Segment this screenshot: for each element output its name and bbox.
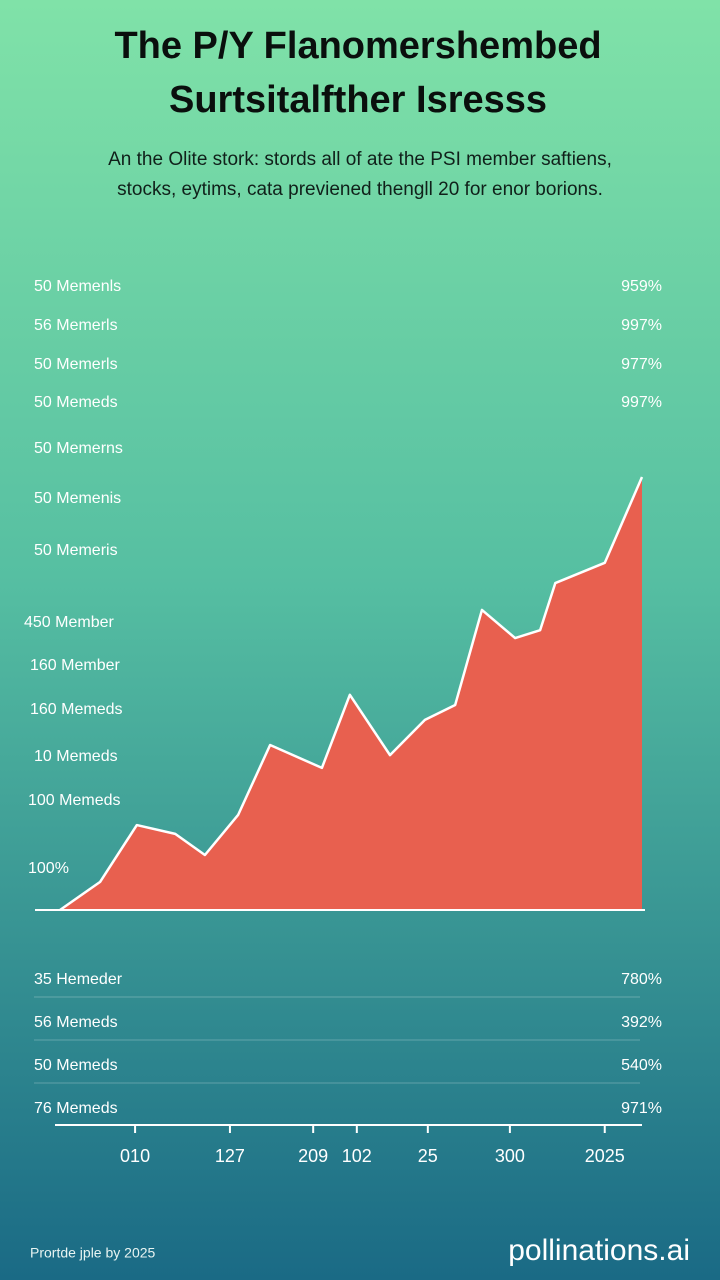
x-tick-label: 209 <box>298 1146 328 1166</box>
row-value: 977% <box>621 356 662 373</box>
row-value: 959% <box>621 278 662 295</box>
row-label: 50 Memeris <box>34 542 118 559</box>
x-tick-label: 010 <box>120 1146 150 1166</box>
table-value: 540% <box>621 1057 662 1074</box>
row-label: 50 Memenls <box>34 278 121 295</box>
table-label: 35 Hemeder <box>34 971 123 988</box>
table-label: 56 Memeds <box>34 1014 118 1031</box>
row-label: 450 Member <box>24 614 114 631</box>
row-label: 50 Memerns <box>34 440 123 457</box>
table-value: 392% <box>621 1014 662 1031</box>
table-value: 780% <box>621 971 662 988</box>
table-label: 76 Memeds <box>34 1100 118 1117</box>
x-tick-label: 300 <box>495 1146 525 1166</box>
table-value: 971% <box>621 1100 662 1117</box>
table-label: 50 Memeds <box>34 1057 118 1074</box>
subtitle: An the Olite stork: stords all of ate th… <box>108 149 612 170</box>
x-tick-label: 2025 <box>585 1146 625 1166</box>
x-tick-label: 25 <box>418 1146 438 1166</box>
row-label: 50 Memenis <box>34 490 121 507</box>
row-value: 997% <box>621 317 662 334</box>
row-label: 50 Memeds <box>34 394 118 411</box>
area <box>60 477 642 910</box>
row-label: 160 Memeds <box>30 701 123 718</box>
subtitle: stocks, eytims, cata previened thengll 2… <box>117 179 603 200</box>
watermark: pollinations.ai <box>508 1234 690 1267</box>
row-label: 160 Member <box>30 657 120 674</box>
row-label: 100 Memeds <box>28 792 121 809</box>
x-tick-label: 127 <box>215 1146 245 1166</box>
chart-title: Surtsitalfther Isresss <box>169 79 547 121</box>
x-tick-label: 102 <box>342 1146 372 1166</box>
row-value: 997% <box>621 394 662 411</box>
row-label: 10 Memeds <box>34 748 118 765</box>
area-line <box>59 476 644 912</box>
row-label: 100% <box>28 860 69 877</box>
row-label: 50 Memerls <box>34 356 118 373</box>
chart-title: The P/Y Flanomershembed <box>114 25 601 67</box>
footer: Prortde jple by 2025 <box>30 1245 156 1261</box>
row-label: 56 Memerls <box>34 317 118 334</box>
